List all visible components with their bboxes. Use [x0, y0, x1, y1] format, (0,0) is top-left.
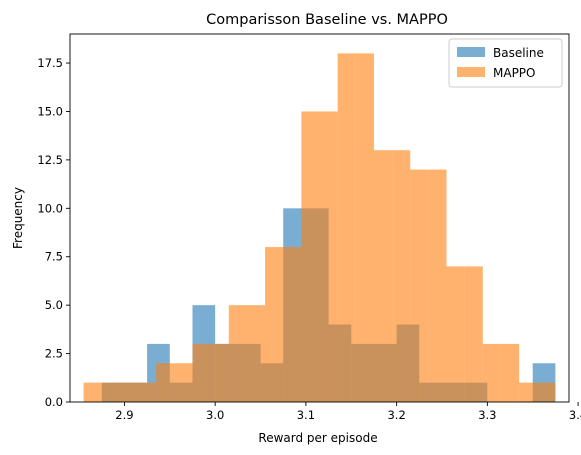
legend-label-baseline: Baseline: [493, 46, 544, 60]
legend: Baseline MAPPO: [448, 38, 563, 88]
bar-mappo-15: [355, 53, 374, 403]
bar-mappo-12: [301, 111, 320, 402]
axes-border: [69, 33, 570, 403]
y-tick-label: 17.5: [37, 56, 63, 70]
axes-frame: [69, 33, 570, 403]
x-tick-label: 3.3: [478, 408, 496, 422]
x-tick-label: 2.9: [115, 408, 133, 422]
legend-label-mappo: MAPPO: [493, 66, 535, 80]
legend-swatch-baseline: [457, 47, 485, 57]
bar-mappo-6: [192, 343, 211, 402]
y-tick-label: 15.0: [37, 104, 63, 118]
bar-mappo-2: [119, 382, 139, 402]
x-axis: 2.9 3.0 3.1 3.2 3.3 3.4: [115, 402, 581, 422]
y-tick-label: 2.5: [45, 347, 63, 361]
bar-mappo-20: [446, 266, 465, 402]
bar-mappo-17: [392, 150, 411, 402]
bar-mappo-7: [210, 343, 229, 402]
bar-mappo-11: [283, 247, 302, 402]
bar-mappo-13: [319, 111, 338, 402]
y-tick-label: 10.0: [37, 201, 63, 215]
y-tick-label: 12.5: [37, 153, 63, 167]
bar-mappo-8: [228, 305, 247, 402]
bar-mappo-18: [410, 169, 429, 402]
bar-mappo-19: [428, 169, 447, 402]
bar-mappo-14: [337, 53, 356, 403]
y-tick-label: 7.5: [45, 250, 63, 264]
bar-mappo-5: [174, 363, 193, 402]
bar-mappo-24: [519, 382, 538, 402]
chart-title: Comparisson Baseline vs. MAPPO: [206, 12, 448, 28]
bar-mappo-9: [246, 305, 266, 402]
bar-mappo-21: [464, 266, 483, 402]
x-tick-label: 3.2: [387, 408, 405, 422]
bar-mappo-22: [482, 343, 501, 402]
bar-mappo-16: [373, 150, 393, 402]
x-tick-label: 3.0: [206, 408, 224, 422]
bar-mappo-1: [101, 382, 120, 402]
x-tick-label: 3.1: [297, 408, 315, 422]
bar-mappo-0: [83, 382, 102, 402]
bar-mappo-10: [265, 247, 284, 402]
y-axis-label: Frequency: [11, 187, 25, 249]
x-tick-label: 3.4: [569, 408, 581, 422]
bar-mappo-4: [156, 363, 175, 402]
bar-mappo-3: [138, 382, 157, 402]
legend-swatch-mappo: [457, 67, 485, 77]
bar-mappo-23: [500, 343, 520, 402]
y-tick-label: 5.0: [45, 298, 63, 312]
series-mappo: [83, 53, 556, 403]
x-axis-label: Reward per episode: [258, 431, 377, 445]
bar-mappo-25: [537, 382, 556, 402]
y-axis: 0.0 2.5 5.0 7.5 10.0 12.5 15.0 17.5: [37, 56, 70, 409]
plot-area: [83, 53, 556, 403]
y-tick-label: 0.0: [45, 395, 63, 409]
